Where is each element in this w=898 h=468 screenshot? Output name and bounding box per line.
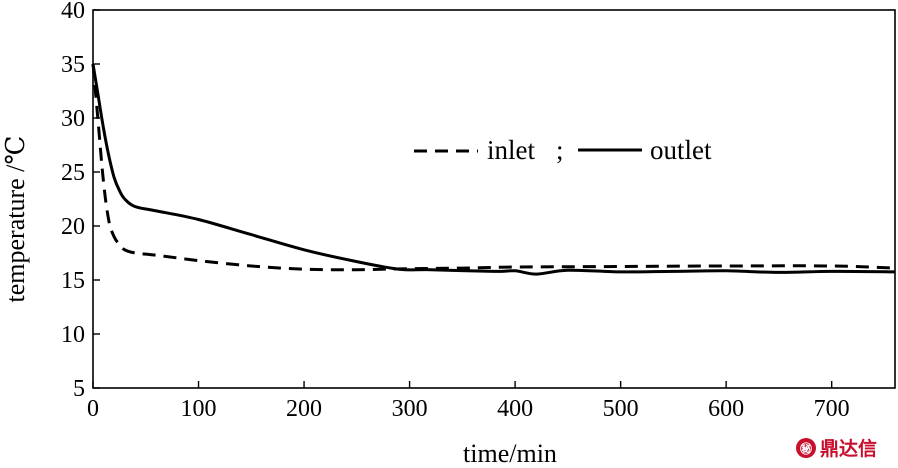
legend-inlet-label: inlet: [487, 135, 535, 165]
y-tick-label: 10: [61, 322, 85, 348]
x-tick-label: 300: [392, 396, 428, 422]
x-tick-label: 600: [708, 396, 744, 422]
legend: inlet ; outlet: [414, 135, 712, 165]
cnki-logo-icon: [796, 438, 816, 458]
x-tick-label: 100: [181, 396, 217, 422]
legend-separator: ;: [556, 135, 564, 165]
cnki-logo-glyph: ㊙: [800, 441, 812, 456]
x-tick-label: 700: [814, 396, 850, 422]
watermark-text: 鼎达信: [820, 437, 877, 460]
y-tick-label: 25: [61, 160, 85, 186]
series-inlet-line: [91, 63, 896, 272]
plot-frame: [92, 9, 896, 389]
series-layer: [91, 63, 896, 276]
watermark: ㊙ 鼎达信: [796, 437, 877, 460]
x-axis-label: time/min: [463, 439, 557, 468]
y-tick-label: 30: [61, 106, 85, 132]
x-tick-label: 400: [497, 396, 533, 422]
y-tick-label: 5: [73, 376, 85, 402]
x-tick-label: 500: [603, 396, 639, 422]
y-tick-label: 35: [61, 52, 85, 78]
x-tick-label: 0: [87, 396, 99, 422]
series-outlet-line: [91, 63, 896, 276]
y-tick-label: 15: [61, 268, 85, 294]
y-axis-label: temperature /℃: [1, 136, 30, 303]
y-tick-label: 40: [61, 0, 85, 24]
legend-outlet-label: outlet: [650, 135, 712, 165]
y-tick-label: 20: [61, 214, 85, 240]
x-tick-label: 200: [286, 396, 322, 422]
ticks-layer: 0 100 200 300 400 500 600 700 5 10 15 20 25 30 35 40: [61, 0, 850, 422]
